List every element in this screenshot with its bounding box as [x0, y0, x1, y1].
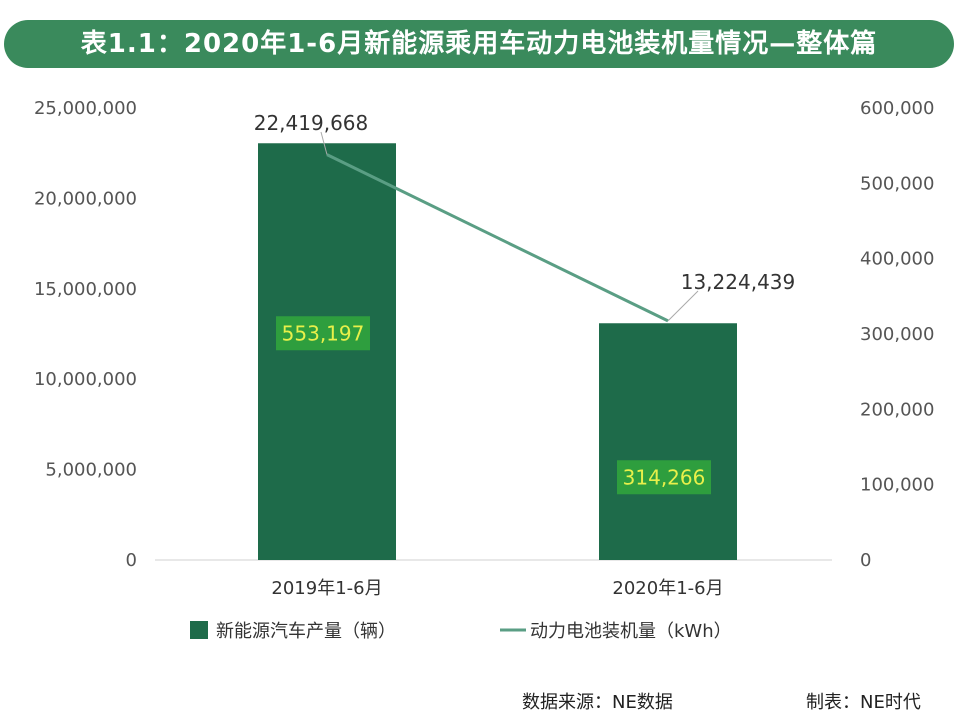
y-right-tick-label: 100,000	[860, 475, 934, 496]
y-right-tick-label: 400,000	[860, 249, 934, 270]
y-left-tick-label: 10,000,000	[34, 369, 137, 390]
legend-bar-label: 新能源汽车产量（辆）	[216, 621, 396, 642]
y-left-tick-label: 20,000,000	[34, 188, 137, 209]
line-value-label: 22,419,668	[254, 111, 369, 135]
line-value-label: 13,224,439	[681, 270, 796, 294]
chart-title: 表1.1：2020年1-6月新能源乘用车动力电池装机量情况—整体篇	[4, 20, 954, 68]
data-label-leader	[320, 131, 328, 155]
bar-label-background	[617, 460, 711, 495]
y-left-tick-label: 0	[126, 550, 137, 571]
bar	[258, 143, 396, 561]
y-right-tick-label: 300,000	[860, 324, 934, 345]
bar-label-background	[276, 316, 370, 351]
bar	[599, 323, 737, 560]
chart: 0 5,000,000 10,000,000 15,000,000 20,000,000…	[34, 98, 935, 642]
legend-line-label: 动力电池装机量（kWh）	[530, 621, 732, 642]
y-right-tick-label: 600,000	[860, 98, 934, 119]
x-category-label: 2019年1-6月	[271, 578, 382, 599]
y-right-tick-label: 0	[860, 550, 871, 571]
bar-value-label: 314,266	[623, 465, 706, 489]
y-left-tick-label: 25,000,000	[34, 98, 137, 119]
x-category-label: 2020年1-6月	[612, 578, 723, 599]
y-left-tick-label: 15,000,000	[34, 279, 137, 300]
legend-bar-swatch	[190, 621, 208, 639]
y-right-tick-label: 200,000	[860, 399, 934, 420]
data-label-leader	[667, 290, 699, 322]
bar-value-label: 553,197	[282, 321, 365, 345]
maker-note: 制表：NE时代	[806, 692, 921, 713]
y-left-tick-label: 5,000,000	[45, 460, 137, 481]
line-series	[326, 153, 669, 323]
footer: 数据来源：NE数据 制表：NE时代	[0, 688, 960, 716]
source-note: 数据来源：NE数据	[522, 692, 673, 713]
y-right-tick-label: 500,000	[860, 173, 934, 194]
